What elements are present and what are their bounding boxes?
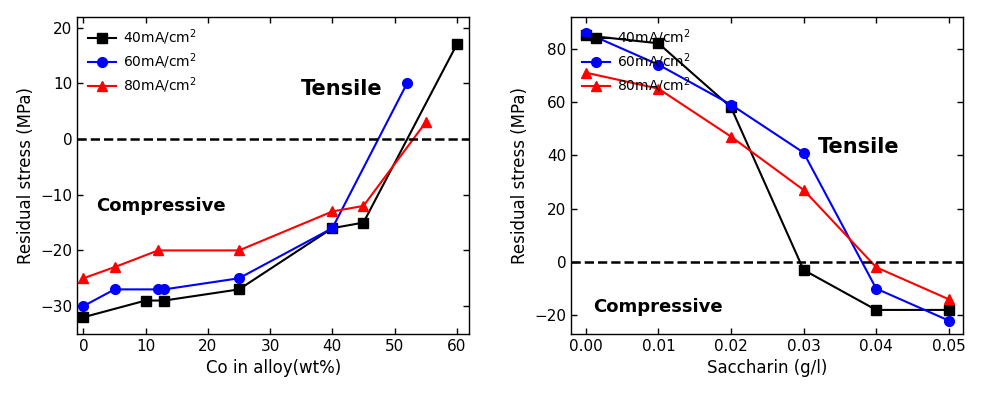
60mA/cm$^2$ <box>798 150 810 155</box>
X-axis label: Saccharin (g/l): Saccharin (g/l) <box>707 359 828 377</box>
Line: 80mA/cm$^2$: 80mA/cm$^2$ <box>79 117 431 283</box>
80mA/cm$^2$ <box>357 204 369 208</box>
60mA/cm$^2$ <box>108 287 120 292</box>
80mA/cm$^2$ <box>943 297 954 302</box>
80mA/cm$^2$ <box>153 248 164 253</box>
Text: Compressive: Compressive <box>593 298 722 316</box>
80mA/cm$^2$ <box>580 70 591 75</box>
Line: 80mA/cm$^2$: 80mA/cm$^2$ <box>581 68 953 304</box>
60mA/cm$^2$ <box>233 276 245 281</box>
80mA/cm$^2$ <box>233 248 245 253</box>
X-axis label: Co in alloy(wt%): Co in alloy(wt%) <box>206 359 340 377</box>
40mA/cm$^2$ <box>870 308 882 312</box>
Text: Tensile: Tensile <box>818 137 899 157</box>
60mA/cm$^2$ <box>158 287 170 292</box>
Text: Tensile: Tensile <box>301 79 383 99</box>
40mA/cm$^2$ <box>140 298 152 303</box>
Text: Compressive: Compressive <box>95 197 225 215</box>
60mA/cm$^2$ <box>580 30 591 35</box>
60mA/cm$^2$ <box>327 226 338 230</box>
40mA/cm$^2$ <box>451 42 462 47</box>
40mA/cm$^2$ <box>357 220 369 225</box>
60mA/cm$^2$ <box>943 318 954 323</box>
60mA/cm$^2$ <box>78 304 90 309</box>
40mA/cm$^2$ <box>652 41 664 46</box>
60mA/cm$^2$ <box>153 287 164 292</box>
80mA/cm$^2$ <box>108 265 120 269</box>
Y-axis label: Residual stress (MPa): Residual stress (MPa) <box>511 87 528 264</box>
60mA/cm$^2$ <box>870 286 882 291</box>
Line: 40mA/cm$^2$: 40mA/cm$^2$ <box>79 40 461 322</box>
60mA/cm$^2$ <box>401 81 413 86</box>
40mA/cm$^2$ <box>327 226 338 230</box>
40mA/cm$^2$ <box>943 308 954 312</box>
60mA/cm$^2$ <box>652 62 664 67</box>
Line: 60mA/cm$^2$: 60mA/cm$^2$ <box>79 78 412 311</box>
40mA/cm$^2$ <box>233 287 245 292</box>
80mA/cm$^2$ <box>870 265 882 269</box>
80mA/cm$^2$ <box>78 276 90 281</box>
60mA/cm$^2$ <box>725 102 737 107</box>
40mA/cm$^2$ <box>78 315 90 320</box>
80mA/cm$^2$ <box>327 209 338 214</box>
40mA/cm$^2$ <box>725 105 737 110</box>
80mA/cm$^2$ <box>725 134 737 139</box>
40mA/cm$^2$ <box>798 268 810 272</box>
Line: 40mA/cm$^2$: 40mA/cm$^2$ <box>581 30 953 315</box>
Line: 60mA/cm$^2$: 60mA/cm$^2$ <box>581 28 953 325</box>
40mA/cm$^2$ <box>580 33 591 38</box>
80mA/cm$^2$ <box>798 188 810 192</box>
Y-axis label: Residual stress (MPa): Residual stress (MPa) <box>17 87 34 264</box>
80mA/cm$^2$ <box>652 86 664 91</box>
Legend: 40mA/cm$^2$, 60mA/cm$^2$, 80mA/cm$^2$: 40mA/cm$^2$, 60mA/cm$^2$, 80mA/cm$^2$ <box>579 24 695 99</box>
80mA/cm$^2$ <box>420 120 432 125</box>
40mA/cm$^2$ <box>158 298 170 303</box>
Legend: 40mA/cm$^2$, 60mA/cm$^2$, 80mA/cm$^2$: 40mA/cm$^2$, 60mA/cm$^2$, 80mA/cm$^2$ <box>85 24 201 99</box>
